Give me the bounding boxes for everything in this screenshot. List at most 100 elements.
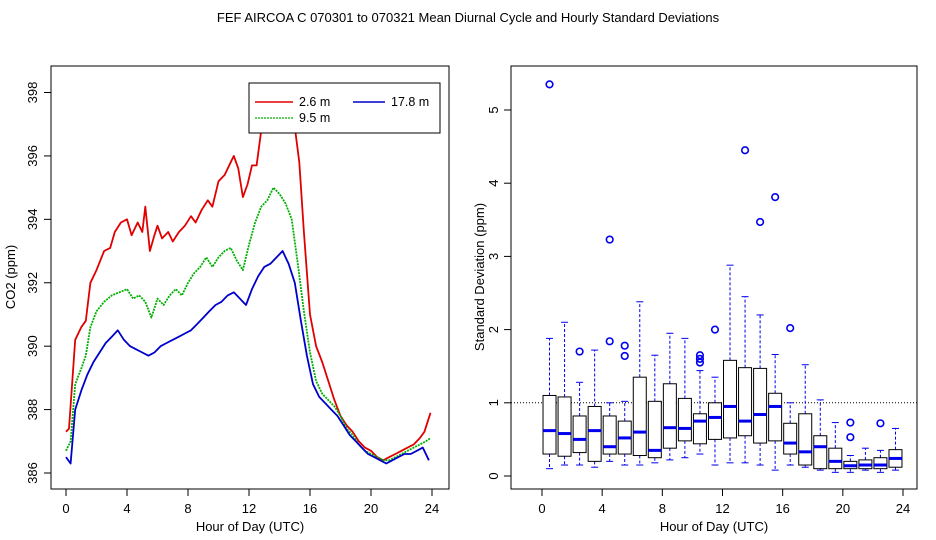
box-hour (798, 364, 813, 468)
box-hour (828, 422, 843, 473)
right-y-tick-label: 4 (486, 180, 501, 187)
legend-box (248, 82, 441, 134)
box-hour (632, 301, 647, 466)
outlier-point (605, 337, 614, 346)
right-x-tick-label: 24 (896, 501, 910, 516)
box-iqr (677, 397, 692, 442)
box-hour (572, 347, 587, 466)
left-x-tick-label: 8 (184, 501, 191, 516)
right-y-tick-label: 1 (486, 399, 501, 406)
series-2-6m-line (65, 91, 432, 462)
left-y-axis: 386 388 390 392 394 396 398 (25, 82, 51, 484)
right-x-axis-label: Hour of Day (UTC) (660, 519, 768, 534)
box-iqr (798, 413, 813, 466)
outlier-point (771, 193, 780, 202)
outlier-point (710, 325, 720, 334)
right-y-axis-label: Standard Deviation (ppm) (472, 203, 487, 351)
left-plot-frame (50, 65, 450, 490)
left-y-axis-label: CO2 (ppm) (3, 245, 18, 309)
outlier-point (620, 341, 629, 350)
outlier-point (605, 235, 614, 244)
left-y-tick-label: 394 (25, 208, 40, 230)
outlier-point (740, 146, 750, 155)
right-x-tick-label: 8 (659, 501, 666, 516)
left-x-tick-label: 16 (303, 501, 317, 516)
box-hour (587, 349, 602, 468)
box-hour (723, 264, 738, 464)
legend-label-17-8m: 17.8 m (391, 95, 429, 109)
box-hour (843, 418, 858, 473)
box-iqr (813, 435, 828, 470)
right-y-tick-label: 3 (486, 253, 501, 260)
box-iqr (587, 405, 602, 462)
right-y-tick-label: 2 (486, 326, 501, 333)
right-x-tick-label: 4 (599, 501, 606, 516)
box-hour (813, 399, 828, 471)
left-x-tick-label: 4 (123, 501, 130, 516)
left-x-tick-label: 24 (425, 501, 439, 516)
left-y-tick-label: 386 (25, 462, 40, 484)
box-hour (873, 419, 888, 473)
box-iqr (753, 367, 768, 444)
right-x-tick-label: 16 (775, 501, 789, 516)
box-hour (753, 217, 768, 466)
box-iqr (707, 402, 722, 440)
box-iqr (723, 359, 738, 439)
left-x-axis: 0 4 8 12 16 20 24 (62, 489, 439, 516)
box-hour (557, 321, 572, 466)
box-iqr (647, 400, 662, 459)
outlier-point (786, 324, 795, 333)
box-hour (647, 354, 662, 464)
series-17-8m-line (65, 250, 430, 465)
outlier-point (545, 80, 554, 89)
box-hour (738, 146, 753, 464)
box-iqr (602, 415, 617, 455)
box-iqr (662, 383, 677, 449)
box-hour (858, 447, 873, 471)
outlier-point (846, 433, 855, 442)
right-y-tick-label: 0 (486, 472, 501, 479)
box-plots (542, 80, 903, 473)
chart-title: FEF AIRCOA C 070301 to 070321 Mean Diurn… (217, 10, 720, 25)
box-iqr (632, 376, 647, 457)
left-y-tick-label: 398 (25, 82, 40, 104)
box-hour (677, 337, 692, 459)
box-iqr (572, 415, 587, 454)
left-y-tick-label: 396 (25, 145, 40, 167)
box-hour (662, 332, 677, 461)
series-9-5m-line (65, 186, 432, 462)
box-hour (692, 351, 707, 455)
left-x-tick-label: 12 (242, 501, 256, 516)
outlier-point (876, 419, 885, 428)
outlier-point (695, 358, 705, 367)
outlier-point (575, 347, 584, 356)
box-iqr (542, 394, 557, 455)
left-series (65, 91, 432, 465)
box-hour (707, 325, 722, 466)
box-iqr (738, 367, 753, 437)
box-iqr (557, 396, 572, 457)
right-y-tick-label: 5 (486, 106, 501, 113)
left-y-tick-label: 392 (25, 272, 40, 294)
box-iqr (768, 392, 783, 442)
outlier-point (620, 351, 629, 361)
outlier-point (695, 354, 705, 363)
right-plot-frame (510, 65, 918, 490)
box-iqr (828, 447, 843, 470)
right-x-tick-label: 20 (836, 501, 850, 516)
left-x-axis-label: Hour of Day (UTC) (196, 519, 304, 534)
legend-label-9-5m: 9.5 m (299, 111, 330, 125)
right-y-axis: 0 1 2 3 4 5 (486, 106, 511, 480)
mean-diurnal-panel: 0 4 8 12 16 20 24 386 388 390 392 394 396 398 Hour o… (3, 65, 450, 534)
legend: 2.6 m 9.5 m 17.8 m (248, 82, 441, 134)
box-iqr (873, 457, 888, 470)
right-x-axis: 0 4 8 12 16 20 24 (538, 489, 910, 516)
legend-label-2-6m: 2.6 m (299, 95, 330, 109)
outlier-point (846, 418, 855, 427)
right-x-tick-label: 12 (715, 501, 729, 516)
box-hour (888, 427, 903, 471)
box-hour (617, 341, 632, 466)
box-hour (768, 193, 783, 471)
